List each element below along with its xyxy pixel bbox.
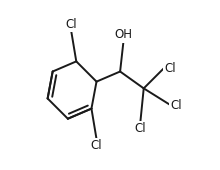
Text: Cl: Cl [91,139,102,152]
Text: Cl: Cl [164,62,176,75]
Text: Cl: Cl [65,18,77,31]
Text: Cl: Cl [171,99,182,112]
Text: Cl: Cl [135,122,146,135]
Text: OH: OH [114,28,132,41]
